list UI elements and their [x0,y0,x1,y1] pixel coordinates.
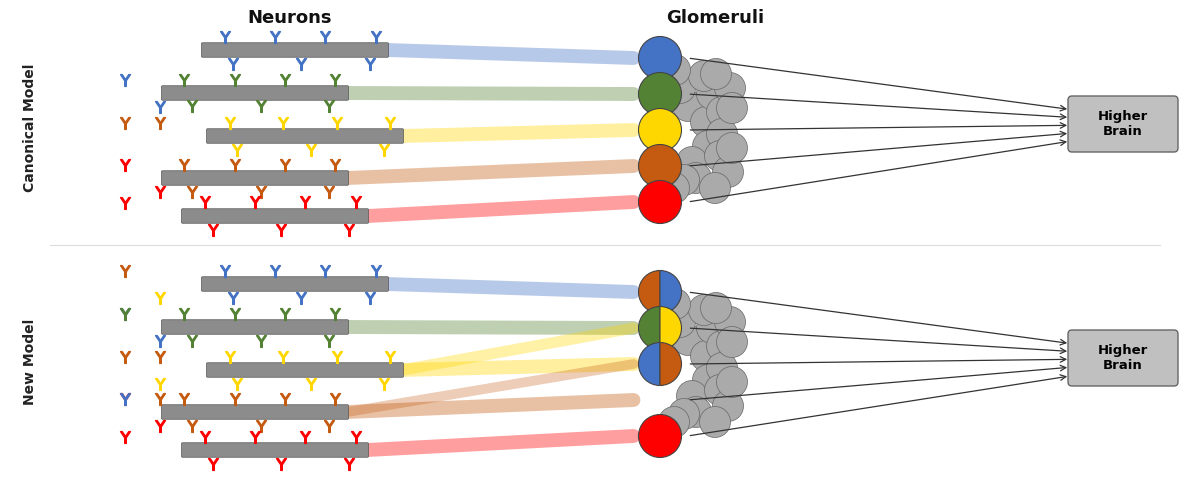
FancyBboxPatch shape [206,363,403,377]
Wedge shape [638,271,660,313]
Wedge shape [660,307,682,349]
Circle shape [692,364,724,396]
Circle shape [638,144,682,188]
Circle shape [700,407,731,437]
Circle shape [660,55,690,85]
Circle shape [707,331,738,361]
Circle shape [713,156,744,188]
FancyBboxPatch shape [202,43,389,57]
Circle shape [659,407,690,437]
Circle shape [672,91,703,121]
FancyBboxPatch shape [202,277,389,291]
Circle shape [700,172,731,204]
Circle shape [696,79,727,109]
Circle shape [638,36,682,80]
Wedge shape [638,307,660,349]
Text: Canonical Model: Canonical Model [23,64,37,192]
Wedge shape [638,343,660,385]
Circle shape [638,415,682,457]
Circle shape [704,141,736,171]
Text: New Model: New Model [23,319,37,405]
Circle shape [689,295,720,325]
Circle shape [677,146,708,178]
Circle shape [689,60,720,92]
Text: Higher
Brain: Higher Brain [1098,344,1148,372]
Circle shape [707,96,738,128]
Circle shape [660,288,690,320]
Circle shape [665,72,696,104]
Wedge shape [660,343,682,385]
Circle shape [714,307,745,337]
Circle shape [677,381,708,411]
Circle shape [692,131,724,161]
Circle shape [707,119,738,149]
Circle shape [714,72,745,104]
Circle shape [672,324,703,356]
Circle shape [638,72,682,116]
FancyBboxPatch shape [181,443,368,457]
Circle shape [713,391,744,421]
Circle shape [690,340,721,372]
Circle shape [665,307,696,337]
Text: Glomeruli: Glomeruli [666,9,764,27]
FancyBboxPatch shape [181,209,368,223]
Circle shape [668,398,700,430]
Circle shape [716,132,748,164]
Circle shape [701,292,732,324]
FancyBboxPatch shape [206,129,403,143]
Circle shape [716,326,748,358]
FancyBboxPatch shape [1068,330,1178,386]
Circle shape [680,163,712,193]
FancyBboxPatch shape [1068,96,1178,152]
Wedge shape [660,271,682,313]
Circle shape [659,172,690,204]
FancyBboxPatch shape [162,320,348,334]
Circle shape [638,180,682,224]
FancyBboxPatch shape [162,171,348,185]
Circle shape [707,352,738,384]
Circle shape [701,59,732,89]
FancyBboxPatch shape [162,86,348,100]
Circle shape [668,165,700,195]
Circle shape [716,93,748,123]
FancyBboxPatch shape [162,405,348,419]
Circle shape [696,312,727,344]
Text: Higher
Brain: Higher Brain [1098,110,1148,138]
Circle shape [680,396,712,428]
Circle shape [716,367,748,397]
Circle shape [690,107,721,137]
Circle shape [704,374,736,406]
Text: Neurons: Neurons [247,9,332,27]
Circle shape [638,108,682,152]
